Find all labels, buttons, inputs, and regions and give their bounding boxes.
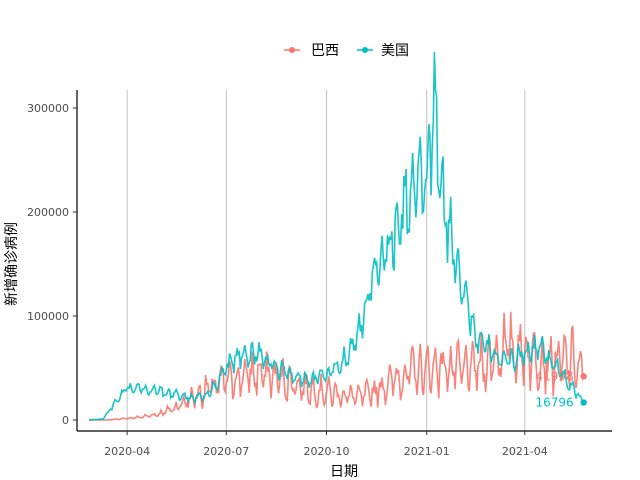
y-tick-label: 0 — [62, 414, 69, 427]
axes — [76, 90, 612, 432]
legend-label: 美国 — [381, 43, 409, 59]
grid-lines — [126, 90, 526, 431]
y-axis-title: 新增确诊病例 — [4, 222, 20, 306]
y-tick-label: 300000 — [27, 102, 69, 115]
series-end-point-0 — [580, 373, 587, 380]
x-tick-label: 2021-01 — [404, 445, 450, 458]
series-line-1 — [88, 51, 585, 421]
legend-item-brazil: 巴西 — [284, 43, 339, 59]
legend: 巴西 美国 — [284, 43, 409, 59]
legend-label: 巴西 — [311, 43, 339, 59]
end-labels: 41998 16796 — [535, 369, 573, 409]
x-tick-label: 2020-10 — [304, 445, 350, 458]
x-tick-label: 2020-07 — [203, 445, 249, 458]
series-end-label-0: 41998 — [535, 369, 573, 383]
series-line-0 — [89, 311, 585, 421]
legend-item-usa: 美国 — [357, 43, 409, 59]
y-tick-label: 200000 — [27, 206, 69, 219]
x-tick-label: 2021-04 — [502, 445, 548, 458]
legend-swatch-dot — [289, 47, 295, 53]
series-end-point-1 — [580, 399, 587, 406]
series-end-label-1: 16796 — [535, 396, 573, 410]
legend-swatch-dot — [362, 47, 368, 53]
y-tick-label: 100000 — [27, 310, 69, 323]
series-lines — [88, 51, 587, 421]
x-axis-title: 日期 — [330, 464, 358, 480]
x-tick-label: 2020-04 — [104, 445, 150, 458]
tick-labels: 2020-04 2020-07 2020-10 2021-01 2021-04 0 1000… — [27, 102, 548, 458]
